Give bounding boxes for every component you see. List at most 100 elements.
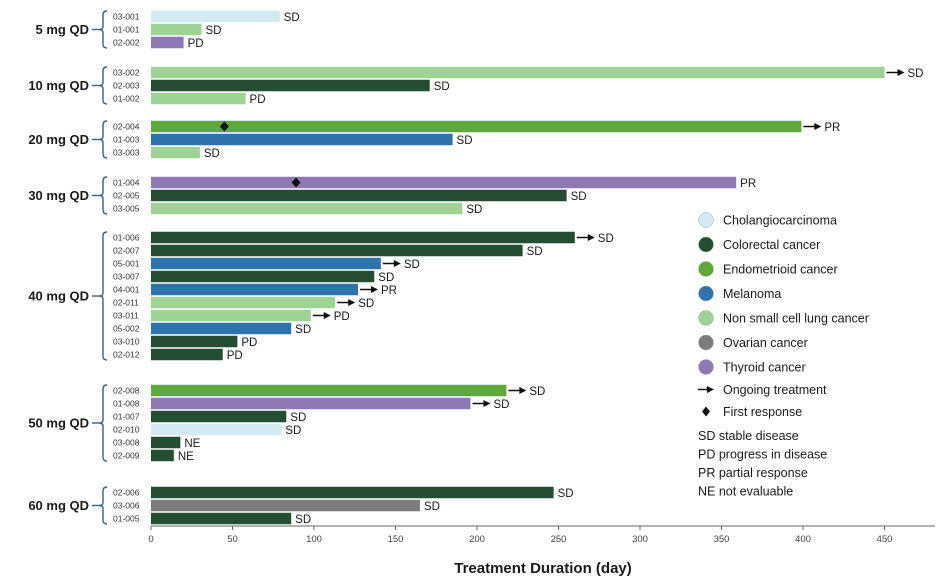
duration-bar bbox=[151, 410, 287, 423]
dose-group: 30 mg QD 01-004 PR 02-005 SD 03-005 SD bbox=[28, 176, 756, 216]
duration-bar bbox=[151, 120, 802, 133]
duration-bar bbox=[151, 244, 523, 257]
patient-id: 03-005 bbox=[113, 204, 140, 214]
dose-label: 60 mg QD bbox=[28, 498, 89, 513]
response-label: SD bbox=[204, 148, 220, 160]
x-tick-label: 250 bbox=[551, 534, 567, 545]
duration-bar bbox=[151, 322, 292, 335]
duration-bar bbox=[151, 397, 471, 410]
response-label: SD bbox=[434, 81, 450, 93]
ongoing-arrowhead-icon bbox=[587, 234, 595, 241]
dose-label: 40 mg QD bbox=[28, 289, 89, 304]
legend-item: Endometrioid cancer bbox=[698, 261, 838, 277]
patient-id: 04-001 bbox=[113, 285, 140, 295]
patient-row: 02-011 SD bbox=[113, 296, 374, 310]
ongoing-arrowhead-icon bbox=[371, 286, 379, 293]
patient-id: 03-010 bbox=[113, 337, 140, 347]
legend-item: Colorectal cancer bbox=[698, 236, 820, 253]
legend-swatch bbox=[698, 310, 714, 326]
response-label: NE bbox=[178, 451, 194, 463]
patient-row: 03-002 SD bbox=[113, 66, 924, 80]
patient-id: 01-005 bbox=[113, 514, 140, 524]
legend-label: Ovarian cancer bbox=[723, 336, 808, 350]
patient-row: 01-004 PR bbox=[113, 176, 756, 190]
diamond-icon bbox=[702, 406, 710, 417]
duration-bar bbox=[151, 79, 430, 92]
dose-group: 10 mg QD 03-002 SD 02-003 SD 01-002 PD bbox=[28, 66, 924, 106]
patient-id: 01-003 bbox=[113, 135, 140, 145]
patient-row: 02-003 SD bbox=[113, 79, 450, 93]
duration-bar bbox=[151, 36, 184, 49]
duration-bar bbox=[151, 189, 567, 202]
patient-id: 02-009 bbox=[113, 451, 140, 461]
duration-bar bbox=[151, 133, 453, 146]
response-label: NE bbox=[184, 438, 200, 450]
ongoing-arrowhead-icon bbox=[348, 299, 356, 306]
duration-bar bbox=[151, 231, 575, 244]
response-label: PD bbox=[188, 38, 204, 50]
ongoing-arrowhead-icon bbox=[519, 387, 527, 394]
response-label: PR bbox=[381, 285, 397, 297]
patient-id: 02-012 bbox=[113, 350, 140, 360]
abbreviation-text: SD stable disease bbox=[698, 429, 799, 443]
duration-bar bbox=[151, 283, 359, 296]
patient-id: 01-008 bbox=[113, 399, 140, 409]
response-label: SD bbox=[598, 233, 614, 245]
patient-id: 03-003 bbox=[113, 148, 140, 158]
duration-bar bbox=[151, 384, 507, 397]
duration-bar bbox=[151, 436, 181, 449]
legend-item: Ovarian cancer bbox=[698, 334, 808, 351]
response-label: SD bbox=[424, 501, 440, 513]
patient-row: 02-002 PD bbox=[113, 36, 204, 50]
legend-item: Melanoma bbox=[698, 285, 781, 302]
legend-swatch bbox=[698, 236, 714, 253]
patient-row: 02-004 PR bbox=[113, 120, 840, 134]
patient-id: 03-007 bbox=[113, 272, 140, 282]
response-label: SD bbox=[908, 68, 924, 80]
patient-id: 02-002 bbox=[113, 38, 140, 48]
response-label: SD bbox=[295, 324, 311, 336]
patient-id: 02-010 bbox=[113, 425, 140, 435]
patient-row: 01-006 SD bbox=[113, 231, 614, 245]
patient-id: 02-005 bbox=[113, 191, 140, 201]
response-label: SD bbox=[558, 488, 574, 500]
patient-row: 02-012 PD bbox=[113, 348, 243, 362]
patient-row: 01-005 SD bbox=[113, 512, 311, 526]
patient-id: 03-008 bbox=[113, 438, 140, 448]
duration-bar bbox=[151, 23, 202, 36]
patient-row: 04-001 PR bbox=[113, 283, 397, 297]
legend-label: Non small cell lung cancer bbox=[723, 312, 869, 326]
ongoing-arrowhead-icon bbox=[483, 400, 491, 407]
response-label: SD bbox=[358, 298, 374, 310]
patient-row: 05-002 SD bbox=[113, 322, 311, 336]
patient-row: 01-002 PD bbox=[113, 92, 266, 106]
legend-label: First response bbox=[723, 405, 802, 419]
patient-row: 03-008 NE bbox=[113, 436, 201, 450]
x-tick-label: 350 bbox=[714, 534, 730, 545]
x-tick-label: 300 bbox=[632, 534, 648, 545]
patient-id: 03-011 bbox=[113, 311, 139, 321]
group-bracket bbox=[98, 384, 108, 462]
response-label: SD bbox=[295, 514, 311, 526]
abbreviation-text: PR partial response bbox=[698, 466, 808, 480]
x-tick-label: 0 bbox=[148, 534, 153, 545]
patient-id: 01-004 bbox=[113, 178, 140, 188]
patient-id: 02-011 bbox=[113, 298, 139, 308]
patient-id: 02-003 bbox=[113, 81, 140, 91]
legend-swatch bbox=[698, 261, 714, 277]
dose-group: 60 mg QD 02-006 SD 03-006 SD 01-005 SD bbox=[28, 486, 574, 526]
group-bracket bbox=[98, 66, 108, 105]
ongoing-arrowhead-icon bbox=[393, 260, 401, 267]
response-label: SD bbox=[457, 135, 473, 147]
patient-id: 01-007 bbox=[113, 412, 140, 422]
patient-id: 03-001 bbox=[113, 12, 140, 22]
dose-label: 20 mg QD bbox=[28, 132, 89, 147]
dose-label: 5 mg QD bbox=[36, 22, 89, 37]
first-response-diamond-icon bbox=[219, 121, 229, 132]
patient-id: 01-002 bbox=[113, 94, 140, 104]
patient-row: 03-010 PD bbox=[113, 335, 257, 349]
patient-id: 02-007 bbox=[113, 246, 140, 256]
response-label: SD bbox=[404, 259, 420, 271]
ongoing-arrowhead-icon bbox=[814, 123, 822, 130]
legend-item: First response bbox=[702, 405, 802, 419]
